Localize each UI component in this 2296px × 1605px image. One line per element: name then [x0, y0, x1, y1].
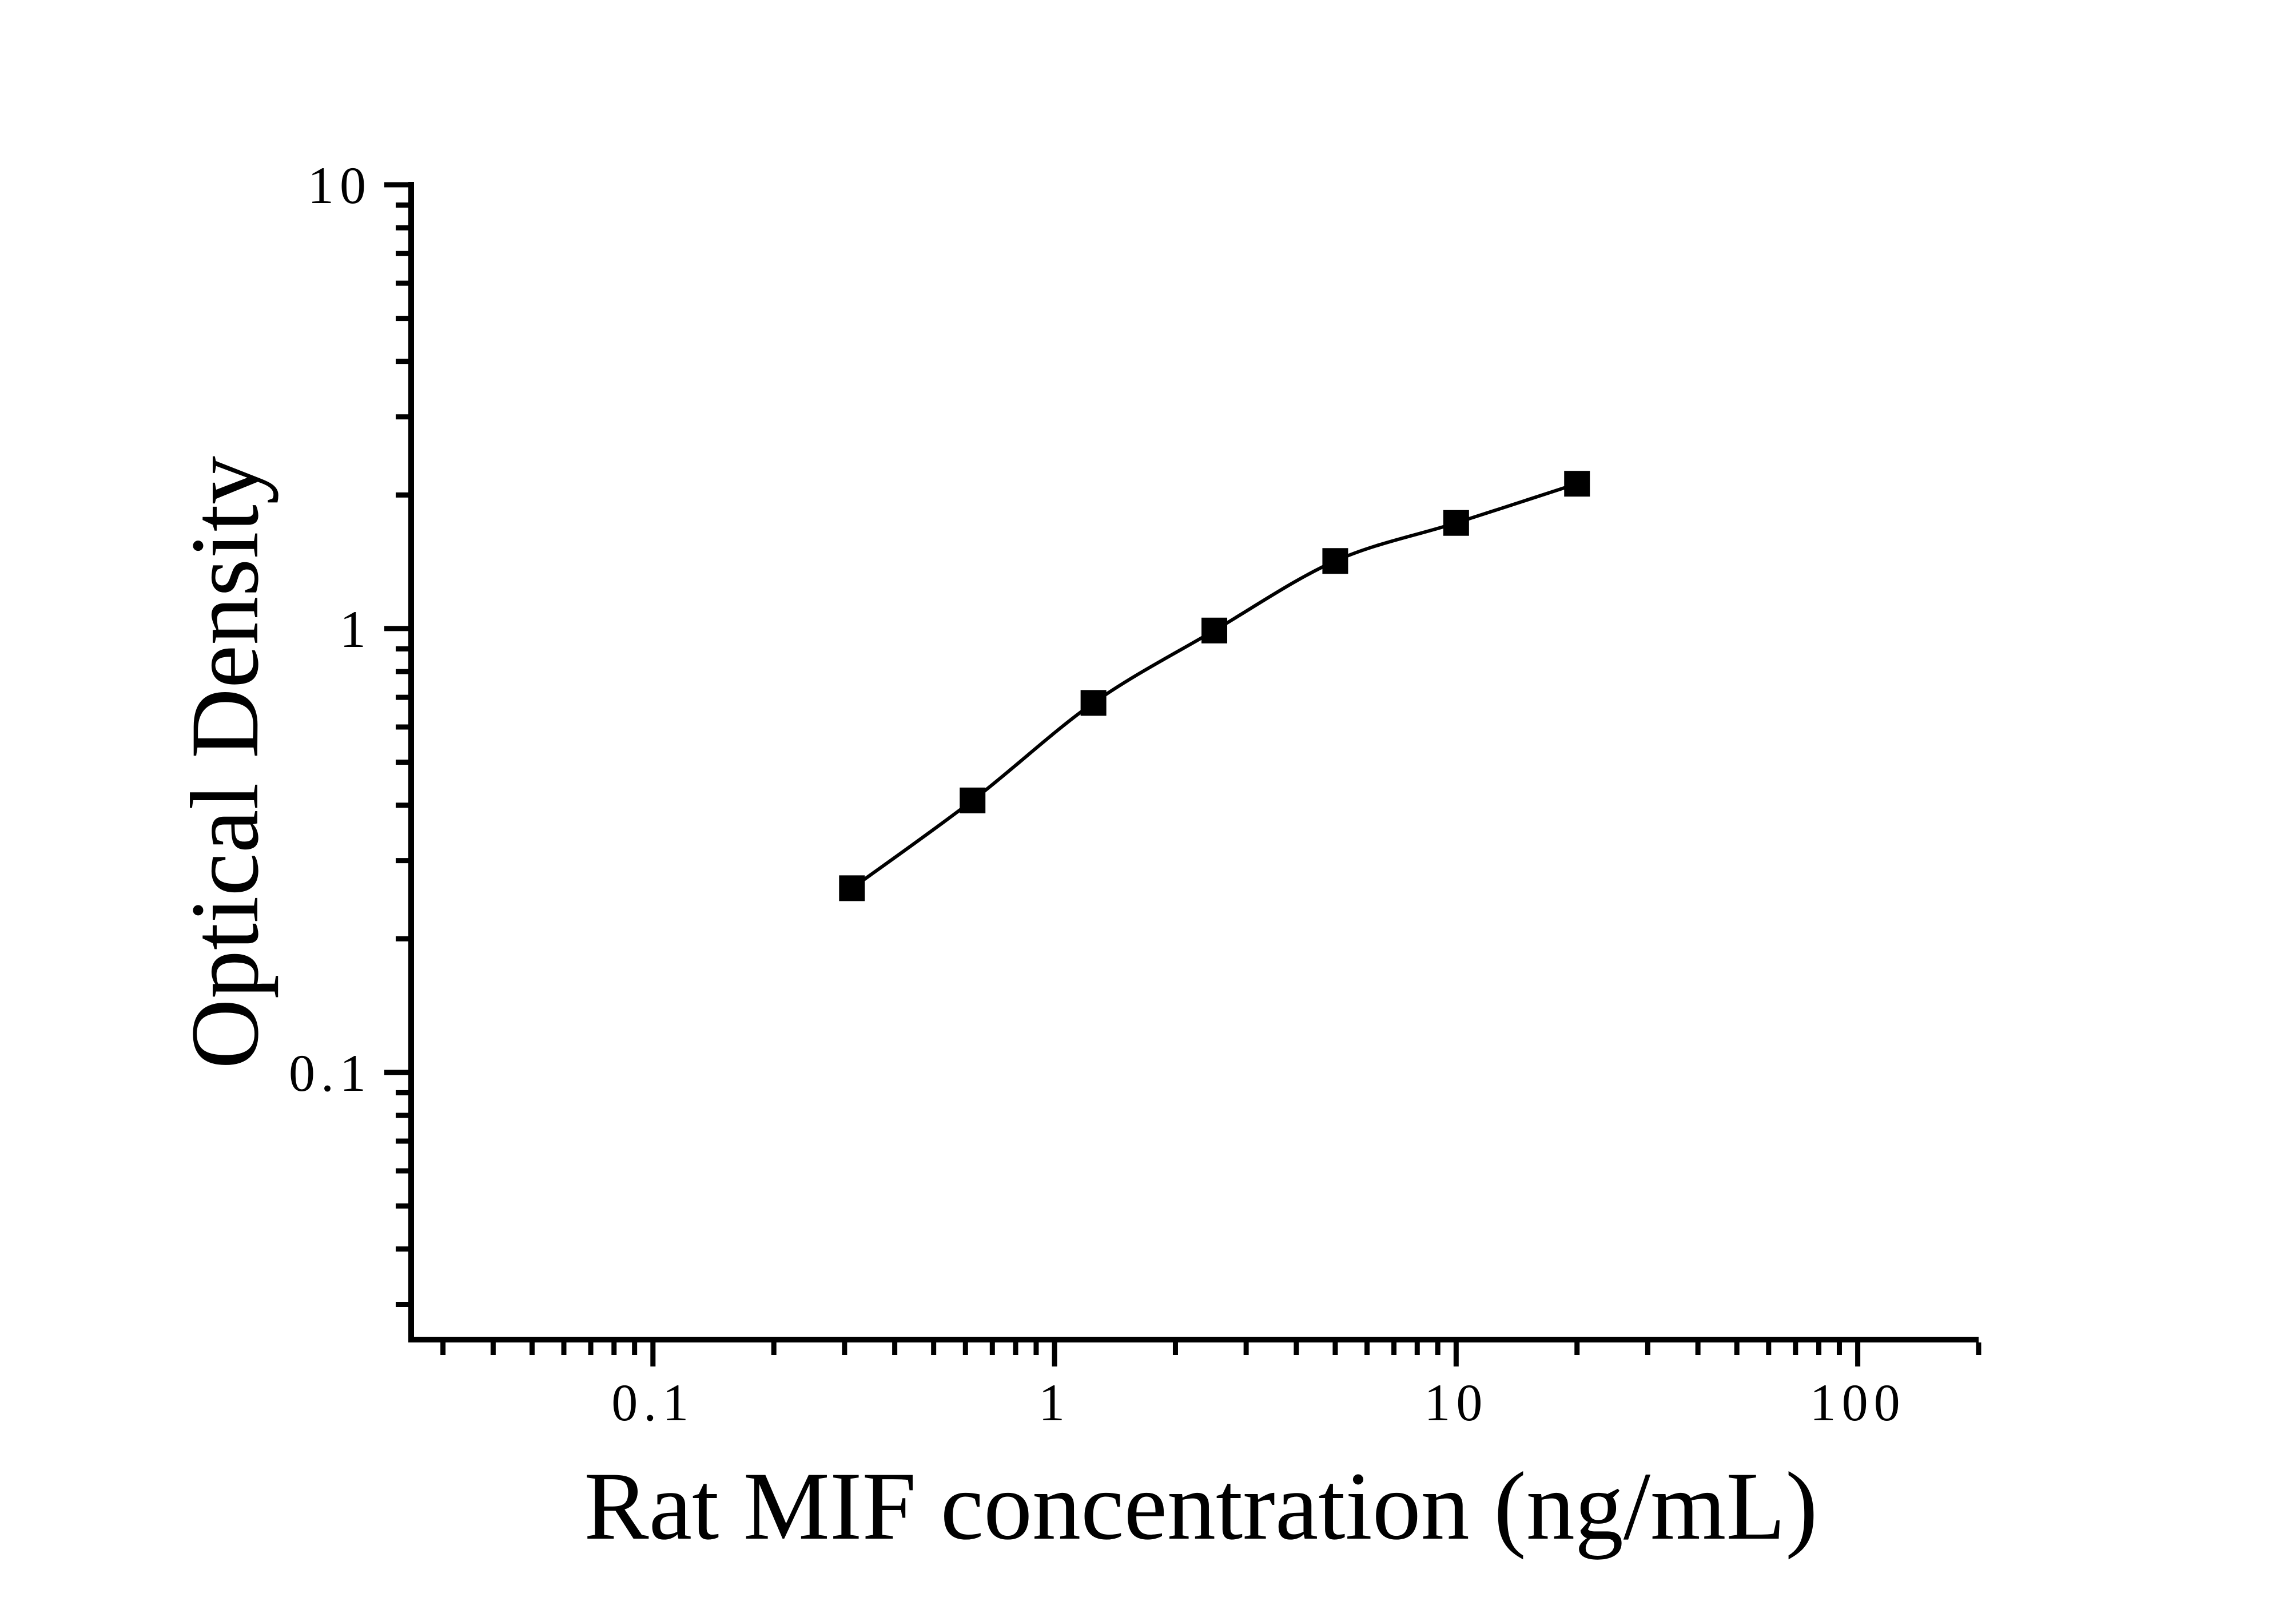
data-layer — [839, 471, 1590, 901]
y-tick-label: 10 — [308, 156, 372, 214]
curve-path — [851, 482, 1578, 890]
data-point-marker — [1443, 510, 1469, 536]
data-point-marker — [1080, 690, 1107, 716]
data-point-marker — [1201, 617, 1228, 643]
x-tick-label: 1 — [1038, 1373, 1071, 1432]
x-tick-label: 100 — [1810, 1373, 1906, 1432]
x-tick-label: 10 — [1424, 1373, 1488, 1432]
axes-layer — [408, 182, 1979, 1342]
data-point-marker — [839, 875, 865, 901]
y-tick-label: 1 — [340, 600, 372, 658]
data-point-marker — [960, 787, 986, 813]
y-axis-title: Optical Density — [171, 456, 278, 1069]
tick-label-layer: 0.1 1 10 100 0.1 1 10 — [289, 156, 1906, 1432]
tick-layer — [384, 182, 1981, 1366]
x-tick-label: 0.1 — [611, 1373, 694, 1432]
data-point-marker — [1322, 548, 1348, 574]
y-tick-label: 0.1 — [289, 1044, 372, 1102]
data-point-marker — [1564, 471, 1590, 497]
x-axis-title: Rat MIF concentration (ng/mL) — [584, 1452, 1818, 1560]
